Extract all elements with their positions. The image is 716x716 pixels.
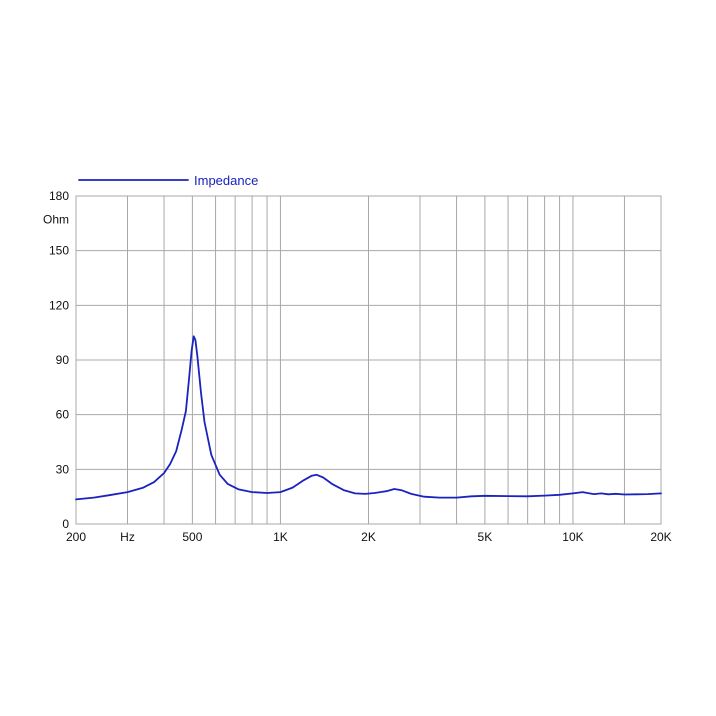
y-tick-label: 0 [62, 517, 69, 531]
y-tick-label: 180 [49, 189, 69, 203]
x-tick-label: 200 [66, 530, 86, 544]
x-tick-label: 20K [650, 530, 671, 544]
y-axis-unit-label: Ohm [43, 213, 69, 227]
grid [76, 195, 661, 525]
legend-label-impedance: Impedance [194, 173, 258, 188]
x-tick-label: 2K [361, 530, 376, 544]
x-axis-ticks: 200 500 1K 2K 5K 10K 20K [66, 530, 672, 544]
y-tick-label: 150 [49, 244, 69, 258]
x-axis-unit-label: Hz [120, 530, 135, 544]
y-tick-label: 90 [56, 353, 70, 367]
x-tick-label: 500 [182, 530, 202, 544]
x-tick-label: 1K [273, 530, 288, 544]
legend: Impedance [78, 173, 258, 188]
series-group [75, 335, 662, 501]
series-line-impedance [75, 335, 662, 501]
plot-frame [75, 195, 662, 525]
y-tick-label: 120 [49, 298, 69, 312]
y-tick-label: 30 [56, 462, 70, 476]
y-axis-ticks: 0 30 60 90 120 150 180 [49, 189, 69, 531]
x-tick-label: 5K [478, 530, 493, 544]
y-tick-label: 60 [56, 408, 70, 422]
x-tick-label: 10K [562, 530, 583, 544]
